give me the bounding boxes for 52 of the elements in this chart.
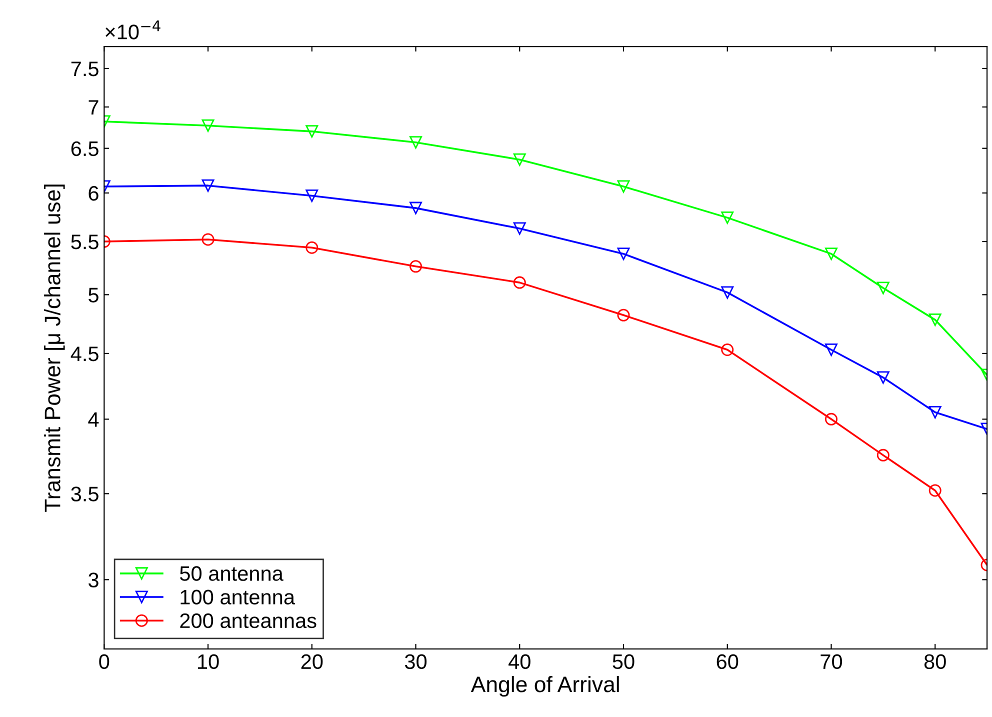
legend-label: 100 antenna xyxy=(180,590,296,605)
y-tick-label: 4 xyxy=(88,412,99,427)
point xyxy=(928,484,942,497)
point xyxy=(824,248,838,260)
y-tick-label: 6 xyxy=(88,186,98,201)
point xyxy=(410,260,422,273)
x-tick-label: 70 xyxy=(820,654,842,670)
x-tick-label: 20 xyxy=(301,654,323,670)
point xyxy=(306,241,318,254)
point xyxy=(928,314,942,326)
point xyxy=(824,412,838,426)
point xyxy=(721,344,734,356)
point xyxy=(306,125,318,138)
point xyxy=(876,448,890,462)
point xyxy=(513,153,526,166)
legend-label: 50 antenna xyxy=(180,566,284,581)
x-tick-label: 10 xyxy=(198,654,219,670)
point xyxy=(721,211,734,224)
point xyxy=(876,282,890,294)
point xyxy=(513,222,526,235)
point xyxy=(202,179,214,192)
point xyxy=(721,286,734,299)
point xyxy=(617,248,630,260)
point xyxy=(824,344,838,356)
point xyxy=(202,119,214,132)
point xyxy=(306,190,318,202)
point xyxy=(617,308,630,322)
y-tick-label: 6.5 xyxy=(71,141,98,156)
y-tick-label: 7.5 xyxy=(71,62,98,76)
y-axis-title: Transmit Power [μ J/channel use] xyxy=(44,184,65,512)
x-tick-label: 60 xyxy=(716,654,738,670)
point xyxy=(928,406,942,418)
y-tick-label: 7 xyxy=(88,100,98,115)
y-tick-label: 3 xyxy=(88,572,98,588)
point xyxy=(202,233,214,246)
point xyxy=(410,136,422,149)
y-tick-label: 3.5 xyxy=(71,486,98,502)
text: ×10$^{−4}$ xyxy=(106,20,160,40)
x-tick-label: 0 xyxy=(99,654,110,670)
y-tick-label: 5 xyxy=(88,288,98,302)
point xyxy=(876,371,890,384)
x-axis-title: Angle of Arrival xyxy=(470,676,619,697)
y-tick-label: 4.5 xyxy=(70,346,98,362)
point xyxy=(617,180,630,193)
x-tick-label: 80 xyxy=(924,654,946,670)
y-tick-label: 5.5 xyxy=(71,234,98,250)
point xyxy=(513,276,526,289)
point xyxy=(410,202,422,214)
x-tick-label: 40 xyxy=(508,654,530,670)
x-tick-label: 50 xyxy=(612,654,634,670)
x-tick-label: 30 xyxy=(404,654,427,670)
legend-label: 200 anteannas xyxy=(180,613,316,628)
